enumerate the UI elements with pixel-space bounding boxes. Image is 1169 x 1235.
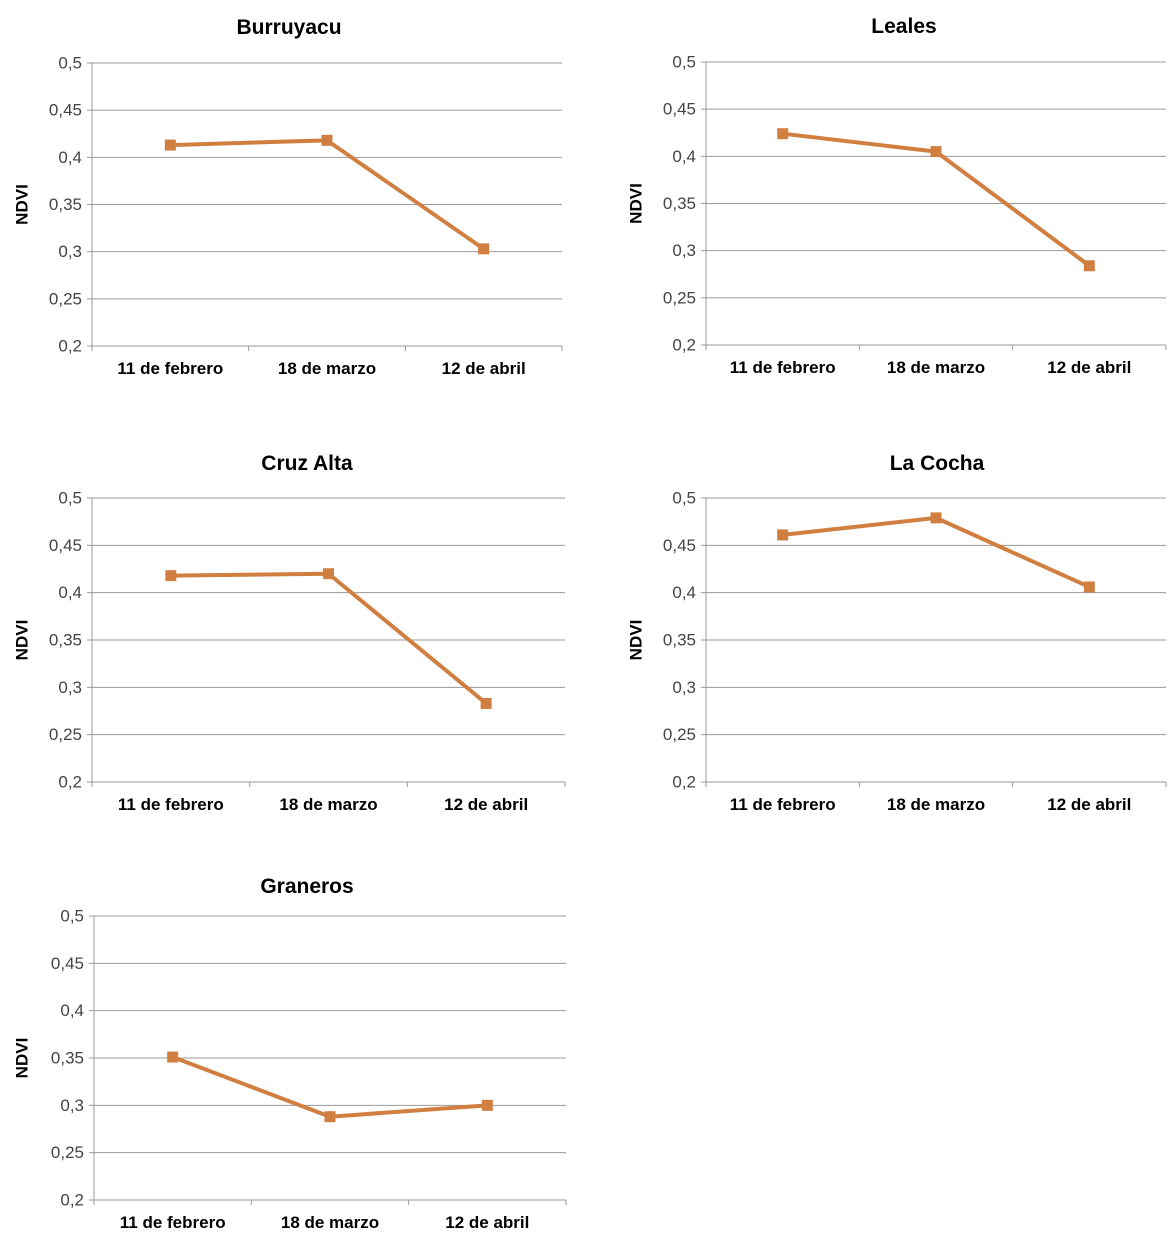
y-tick-label: 0,25 bbox=[663, 288, 696, 307]
y-tick-label: 0,4 bbox=[58, 148, 82, 167]
data-point bbox=[478, 243, 490, 255]
data-point bbox=[1083, 581, 1095, 593]
y-tick-label: 0,3 bbox=[672, 678, 696, 697]
chart-title: La Cocha bbox=[890, 452, 985, 475]
y-tick-label: 0,4 bbox=[60, 1001, 84, 1020]
data-point bbox=[930, 512, 942, 524]
data-point bbox=[1083, 260, 1095, 272]
x-tick-label: 12 de abril bbox=[442, 359, 526, 378]
chart-0: Burruyacu NDVI 0,2 0,25 0,3 0,35 0,4 0,45 0,5 11 … bbox=[13, 16, 563, 378]
y-axis-label: NDVI bbox=[13, 620, 32, 661]
y-tick-label: 0,2 bbox=[58, 773, 82, 792]
series-line bbox=[171, 1055, 488, 1119]
y-tick-label: 0,5 bbox=[58, 54, 82, 73]
y-tick-label: 0,35 bbox=[49, 195, 82, 214]
x-tick-label: 12 de abril bbox=[1047, 795, 1131, 814]
chart-title: Burruyacu bbox=[236, 16, 341, 39]
data-point bbox=[777, 529, 789, 541]
y-tick-label: 0,4 bbox=[672, 583, 696, 602]
y-tick-label: 0,25 bbox=[51, 1143, 84, 1162]
data-point bbox=[777, 128, 789, 140]
data-point bbox=[164, 139, 176, 151]
y-tick-label: 0,5 bbox=[672, 489, 696, 508]
x-tick-label: 11 de febrero bbox=[117, 359, 223, 378]
x-tick-label: 12 de abril bbox=[1047, 358, 1131, 377]
y-tick-label: 0,25 bbox=[663, 725, 696, 744]
y-tick-label: 0,45 bbox=[663, 100, 696, 119]
y-tick-label: 0,4 bbox=[672, 147, 696, 166]
x-tick-label: 18 de marzo bbox=[278, 359, 376, 378]
y-tick-label: 0,2 bbox=[60, 1191, 84, 1210]
chart-title: Leales bbox=[871, 15, 936, 38]
x-tick-label: 12 de abril bbox=[444, 795, 528, 814]
data-point bbox=[324, 1111, 336, 1123]
chart-title: Graneros bbox=[260, 875, 353, 898]
chart-2: Cruz Alta NDVI 0,2 0,25 0,3 0,35 0,4 0,45 0,5 11 … bbox=[13, 452, 566, 814]
y-tick-label: 0,35 bbox=[663, 631, 696, 650]
x-tick-label: 18 de marzo bbox=[887, 358, 985, 377]
chart-4: Graneros NDVI 0,2 0,25 0,3 0,35 0,4 0,45 0,5 11 d… bbox=[13, 875, 567, 1232]
x-tick-label: 11 de febrero bbox=[730, 358, 836, 377]
data-point bbox=[165, 570, 177, 582]
chart-title: Cruz Alta bbox=[261, 452, 353, 475]
data-point bbox=[167, 1051, 179, 1063]
data-point bbox=[321, 134, 333, 146]
y-tick-label: 0,2 bbox=[672, 336, 696, 355]
x-tick-label: 18 de marzo bbox=[281, 1213, 379, 1232]
y-tick-label: 0,5 bbox=[58, 489, 82, 508]
y-tick-label: 0,45 bbox=[49, 101, 82, 120]
chart-1: Leales NDVI 0,2 0,25 0,3 0,35 0,4 0,45 0,5 11 de … bbox=[627, 15, 1167, 377]
y-tick-label: 0,25 bbox=[49, 289, 82, 308]
series-line bbox=[782, 515, 1091, 589]
series-line bbox=[170, 138, 485, 251]
y-tick-label: 0,2 bbox=[672, 773, 696, 792]
y-tick-label: 0,3 bbox=[672, 241, 696, 260]
x-tick-label: 11 de febrero bbox=[118, 795, 224, 814]
y-tick-label: 0,3 bbox=[60, 1096, 84, 1115]
chart-3: La Cocha NDVI 0,2 0,25 0,3 0,35 0,4 0,45 0,5 11 d… bbox=[627, 452, 1167, 814]
data-point bbox=[481, 1099, 493, 1111]
y-tick-label: 0,4 bbox=[58, 583, 82, 602]
data-point bbox=[323, 568, 334, 580]
y-tick-label: 0,3 bbox=[58, 242, 82, 261]
y-tick-label: 0,35 bbox=[51, 1049, 84, 1068]
data-point bbox=[930, 146, 942, 158]
y-tick-label: 0,25 bbox=[49, 725, 82, 744]
x-tick-label: 12 de abril bbox=[445, 1213, 529, 1232]
y-axis-label: NDVI bbox=[13, 1038, 32, 1079]
y-tick-label: 0,45 bbox=[663, 536, 696, 555]
x-tick-label: 18 de marzo bbox=[887, 795, 985, 814]
y-tick-label: 0,3 bbox=[58, 678, 82, 697]
y-axis-label: NDVI bbox=[13, 184, 32, 225]
y-axis-label: NDVI bbox=[627, 183, 646, 224]
data-point bbox=[480, 697, 492, 709]
y-tick-label: 0,5 bbox=[60, 907, 84, 926]
y-axis-label: NDVI bbox=[627, 620, 646, 661]
y-tick-label: 0,35 bbox=[663, 194, 696, 213]
x-tick-label: 18 de marzo bbox=[279, 795, 377, 814]
y-tick-label: 0,2 bbox=[58, 337, 82, 356]
series-line bbox=[170, 571, 488, 705]
y-tick-label: 0,45 bbox=[49, 536, 82, 555]
y-tick-label: 0,5 bbox=[672, 53, 696, 72]
y-tick-label: 0,45 bbox=[51, 954, 84, 973]
y-tick-label: 0,35 bbox=[49, 631, 82, 650]
x-tick-label: 11 de febrero bbox=[120, 1213, 226, 1232]
x-tick-label: 11 de febrero bbox=[730, 795, 836, 814]
